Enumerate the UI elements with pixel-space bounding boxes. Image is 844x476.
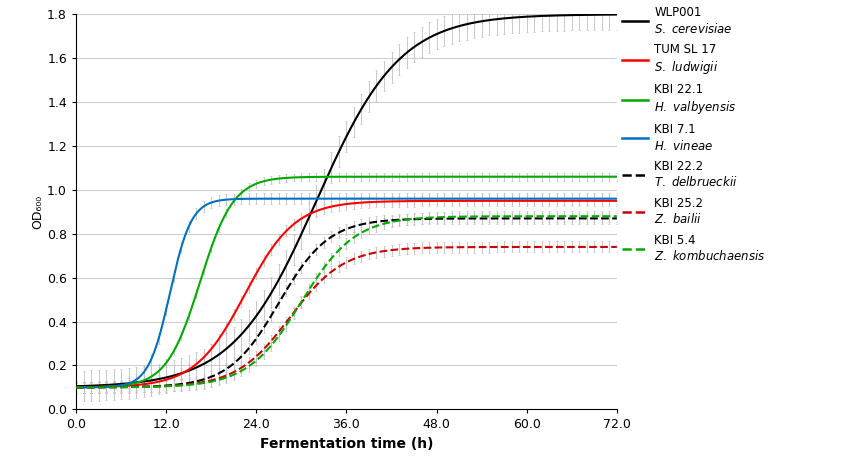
Legend: WLP001
$\it{S.\ cerevisiae}$, TUM SL 17
$\it{S.\ ludwigii}$, KBI 22.1
$\it{H.\ v: WLP001 $\it{S.\ cerevisiae}$, TUM SL 17 … (621, 6, 765, 263)
Y-axis label: OD₆₀₀: OD₆₀₀ (31, 195, 44, 229)
X-axis label: Fermentation time (h): Fermentation time (h) (259, 437, 433, 451)
